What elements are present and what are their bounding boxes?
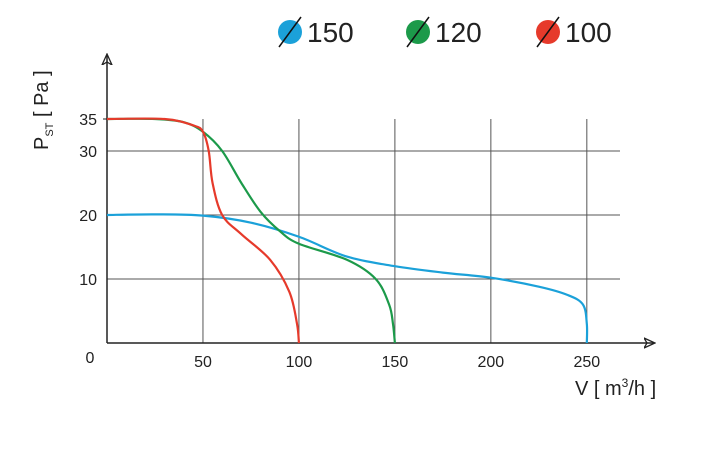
x-label-rest: /h ] xyxy=(628,378,656,400)
x-tick-label: 100 xyxy=(286,354,313,371)
legend-label: 100 xyxy=(565,17,612,48)
x-label-sup: 3 xyxy=(622,376,629,390)
legend-slash xyxy=(278,16,302,48)
series-line xyxy=(106,117,396,344)
y-axis-label: PST [ Pa ] xyxy=(31,70,56,150)
legend-label: 120 xyxy=(435,17,482,48)
legend-label: 150 xyxy=(307,17,354,48)
legend-slash xyxy=(406,16,430,48)
series-line xyxy=(106,117,301,344)
x-label-main: V [ m xyxy=(575,378,622,400)
y-label-rest: [ Pa ] xyxy=(31,70,53,122)
x-tick-label: 0 xyxy=(86,350,95,367)
y-tick-label: 10 xyxy=(79,272,97,289)
x-tick-label: 200 xyxy=(478,354,505,371)
y-tick-label: 35 xyxy=(79,112,97,129)
y-label-main: P xyxy=(31,137,53,150)
y-tick-label: 30 xyxy=(79,144,97,161)
y-tick-label: 20 xyxy=(79,208,97,225)
x-axis-label: V [ m3/h ] xyxy=(575,376,656,400)
series-line xyxy=(106,213,589,344)
legend-slash xyxy=(536,16,560,48)
x-tick-label: 250 xyxy=(573,354,600,371)
y-label-sub: ST xyxy=(44,122,56,136)
x-tick-label: 50 xyxy=(194,354,212,371)
x-tick-label: 150 xyxy=(382,354,409,371)
